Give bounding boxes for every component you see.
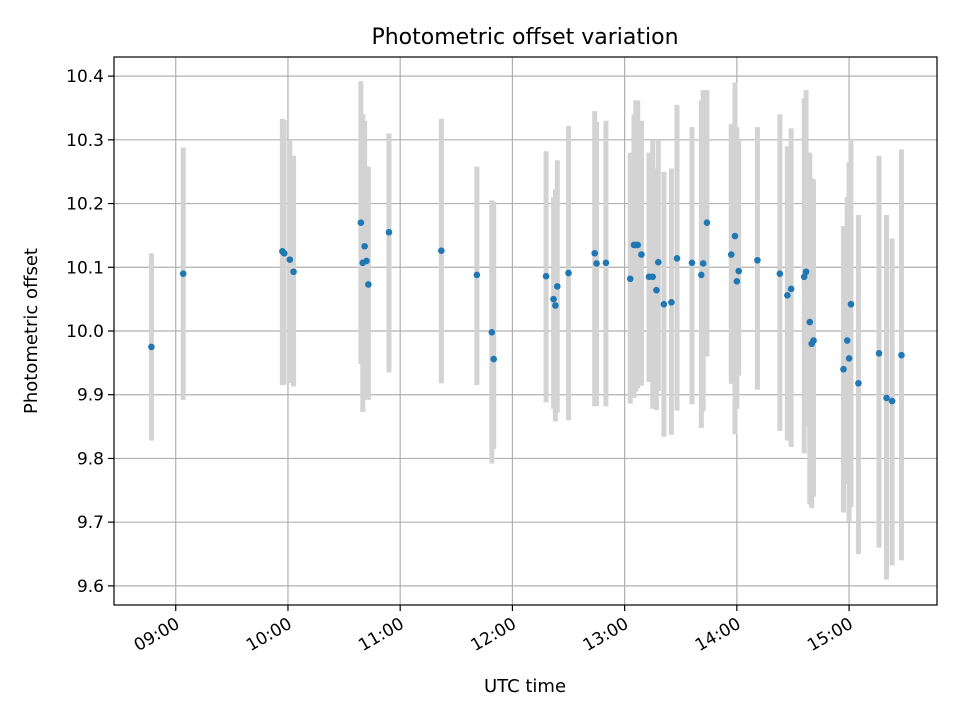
- y-tick-label: 9.9: [77, 386, 104, 406]
- chart-title: Photometric offset variation: [371, 25, 678, 50]
- data-point: [754, 256, 761, 264]
- data-point: [703, 219, 711, 226]
- data-point: [688, 259, 696, 267]
- y-tick-label: 9.6: [77, 577, 104, 597]
- data-point: [898, 351, 905, 359]
- data-point: [733, 277, 741, 285]
- data-point: [550, 295, 557, 303]
- data-point: [883, 394, 890, 402]
- data-point: [438, 247, 445, 255]
- data-point: [593, 260, 600, 267]
- data-point: [552, 302, 559, 309]
- data-point: [653, 286, 660, 294]
- data-point: [810, 337, 817, 344]
- data-point: [365, 281, 372, 288]
- data-point: [727, 251, 735, 258]
- data-point: [626, 275, 634, 283]
- data-point: [875, 350, 883, 357]
- data-point: [649, 273, 656, 281]
- data-point: [553, 283, 561, 290]
- data-point: [179, 270, 187, 277]
- data-point: [843, 337, 851, 344]
- y-tick-label: 10.3: [66, 131, 104, 151]
- data-point: [602, 259, 610, 267]
- y-tick-label: 9.7: [77, 513, 104, 533]
- data-point: [787, 285, 795, 293]
- data-point: [565, 269, 572, 277]
- data-point: [655, 258, 662, 266]
- y-axis-label: Photometric offset: [21, 248, 42, 414]
- data-point: [673, 255, 681, 262]
- data-point: [361, 242, 368, 250]
- data-point: [290, 268, 297, 276]
- data-point: [888, 397, 896, 405]
- data-point: [699, 260, 707, 267]
- data-point: [473, 271, 481, 279]
- data-point: [847, 300, 855, 308]
- y-tick-label: 10.0: [66, 322, 104, 342]
- y-tick-label: 10.1: [66, 258, 104, 278]
- data-point: [357, 219, 365, 226]
- data-point: [776, 270, 784, 277]
- data-point: [385, 228, 393, 236]
- y-tick-label: 10.4: [66, 67, 104, 87]
- grid-layer: [114, 57, 937, 605]
- data-point: [735, 267, 743, 275]
- x-axis-label: UTC time: [484, 676, 566, 697]
- data-point: [668, 299, 675, 306]
- data-point: [784, 292, 791, 299]
- data-point: [591, 249, 599, 257]
- data-point: [490, 355, 498, 363]
- y-tick-label: 9.8: [77, 449, 104, 469]
- data-point: [731, 232, 739, 240]
- data-point: [280, 249, 288, 257]
- data-point: [363, 257, 370, 265]
- data-point: [802, 268, 810, 276]
- y-tick-label: 10.2: [66, 195, 104, 215]
- point-layer: [148, 219, 905, 405]
- data-point: [488, 328, 496, 336]
- data-point: [634, 241, 642, 249]
- data-point: [800, 273, 808, 281]
- data-point: [698, 271, 705, 279]
- data-point: [542, 272, 550, 280]
- data-point: [148, 343, 155, 351]
- data-point: [840, 365, 847, 373]
- data-point: [638, 251, 645, 258]
- data-point: [286, 256, 294, 263]
- data-point: [855, 379, 862, 387]
- data-point: [806, 318, 814, 326]
- data-point: [660, 300, 668, 308]
- data-point: [845, 355, 853, 362]
